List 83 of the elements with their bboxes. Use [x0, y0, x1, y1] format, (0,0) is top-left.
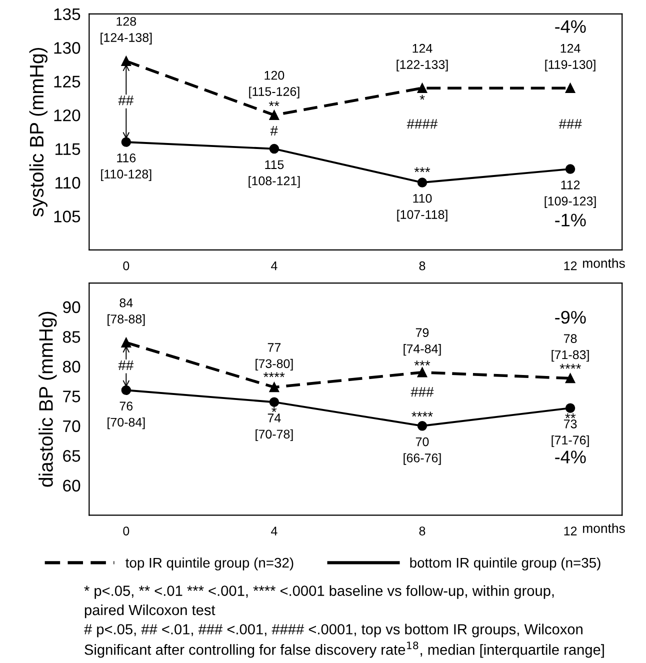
annotation: ** — [268, 101, 280, 106]
text: * p<.05, ** <.01 *** <.001, **** <.0001 baseline vs follow-up, within group, — [84, 585, 554, 599]
x-tick-label: 4 — [271, 526, 278, 536]
legend-label: bottom IR quintile group (n=35) — [410, 557, 600, 570]
y-tick-label: 80 — [63, 360, 80, 373]
annotation: *** — [414, 167, 430, 172]
data-label: 115 [108-121] — [248, 160, 300, 188]
y-tick-label: 75 — [63, 390, 80, 402]
annotation: ** — [565, 413, 576, 418]
data-label: 76 [70-84] — [108, 402, 145, 430]
y-tick-label: 115 — [56, 143, 80, 155]
text: Significant after controlling for false discovery rate$^{18}$, median [interquartile range] — [84, 642, 604, 658]
y-tick-label: 60 — [63, 480, 80, 492]
annotation: ### — [558, 119, 582, 129]
data-label: 70 [66-76] — [404, 437, 441, 465]
x-tick-label: 0 — [123, 261, 130, 270]
data-label: 110 [107-118] — [397, 194, 448, 222]
y-tick-label: 135 — [54, 8, 80, 20]
y-tick-label: 110 — [56, 176, 80, 189]
x-tick-label: 12 — [564, 526, 577, 536]
annotation: **** — [412, 412, 433, 417]
annotation: ## — [118, 360, 134, 370]
y-axis-title: diastolic BP (mmHg) — [38, 312, 57, 487]
point — [121, 385, 132, 396]
point — [121, 137, 132, 147]
data-label: 79 [74-84] — [404, 328, 441, 356]
point — [417, 178, 428, 188]
y-tick-label: 105 — [54, 210, 80, 222]
point — [417, 367, 428, 378]
point — [565, 83, 576, 93]
y-tick-label: 65 — [63, 450, 80, 462]
annotation: -1% — [555, 214, 586, 226]
x-tick-label: 8 — [419, 526, 426, 536]
x-tick-label: 4 — [271, 262, 278, 270]
x-axis-title: months — [583, 523, 625, 533]
annotation: ### — [410, 387, 434, 397]
point — [565, 164, 576, 174]
x-tick-label: 0 — [123, 526, 130, 536]
annotation: -4% — [555, 20, 586, 33]
data-label: 124 [122-133] — [396, 44, 448, 72]
y-tick-label: 120 — [54, 109, 80, 122]
legend-label: top IR quintile group (n=32) — [126, 557, 294, 570]
point — [269, 144, 280, 154]
annotation: *** — [414, 360, 430, 366]
data-label: 112 [109-123] — [544, 180, 596, 208]
data-label: 73 [71-76] — [552, 419, 589, 447]
data-label: 78 [71-83] — [552, 334, 589, 362]
point — [565, 403, 576, 413]
point — [121, 56, 132, 66]
y-tick-label: 125 — [54, 76, 80, 88]
annotation: ## — [118, 96, 134, 106]
point — [269, 382, 280, 392]
annotation: -4% — [555, 450, 586, 464]
data-label: 120 [115-126] — [249, 70, 300, 98]
text: # p<.05, ## <.01, ### <.001, #### <.0001, top vs bottom IR groups, Wilcoxon — [84, 624, 582, 638]
point — [269, 397, 280, 407]
y-tick-label: 70 — [63, 420, 80, 432]
y-tick-label: 90 — [63, 301, 80, 314]
annotation: * — [420, 94, 425, 100]
data-label: 77 [73-80] — [256, 343, 293, 371]
data-label: 124 [119-130] — [545, 44, 596, 72]
data-label: 116 [110-128] — [101, 153, 152, 181]
point — [121, 338, 132, 348]
x-axis-title: months — [583, 258, 625, 268]
data-label: 74 [70-78] — [256, 414, 293, 442]
annotation: # — [270, 126, 278, 136]
annotation: -9% — [555, 310, 586, 324]
x-tick-label: 8 — [419, 261, 426, 270]
x-tick-label: 12 — [564, 261, 577, 270]
data-label: 84 [78-88] — [108, 298, 145, 326]
annotation: **** — [263, 372, 285, 378]
annotation: #### — [406, 119, 438, 129]
y-tick-label: 130 — [54, 42, 80, 54]
text: paired Wilcoxon test — [84, 604, 216, 618]
y-tick-label: 85 — [63, 331, 80, 343]
annotation: * — [272, 407, 277, 412]
point — [269, 110, 280, 120]
y-axis-title: systolic BP (mmHg) — [29, 48, 48, 217]
data-label: 128 [124-138] — [100, 16, 152, 44]
point — [417, 421, 428, 431]
annotation: **** — [560, 364, 581, 369]
point — [565, 373, 576, 384]
point — [417, 83, 428, 93]
